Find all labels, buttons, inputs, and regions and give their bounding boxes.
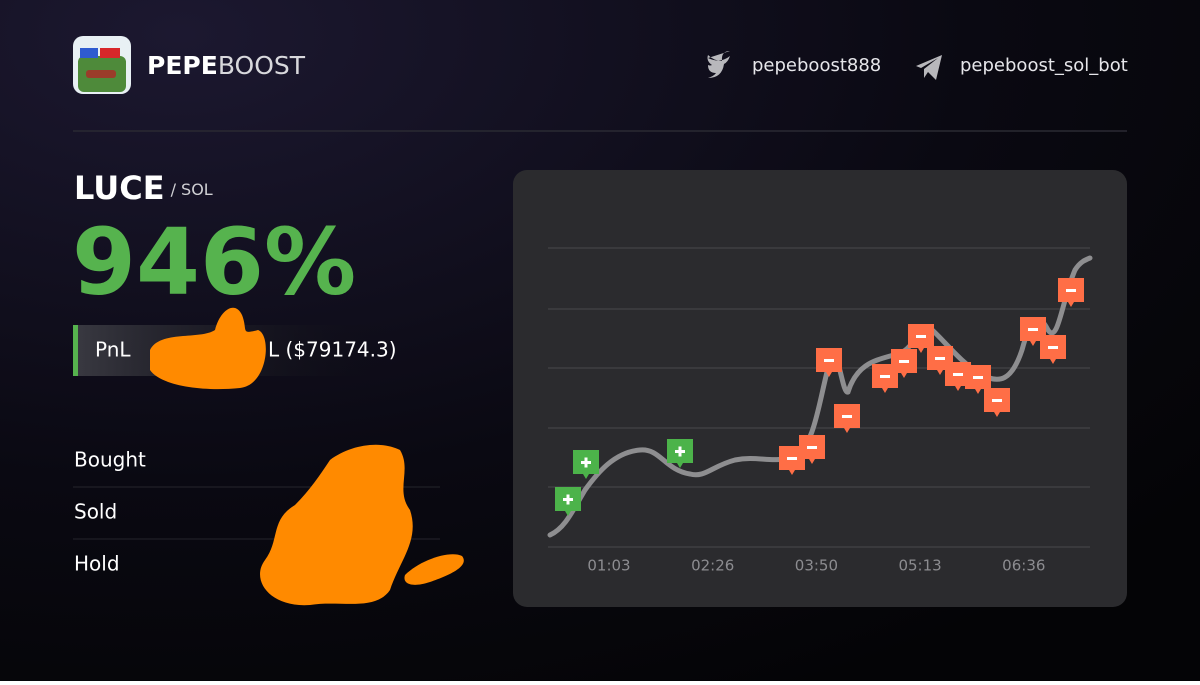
sell-marker <box>965 365 991 394</box>
brand: PEPEBOOST <box>147 51 306 80</box>
chart-panel <box>513 170 1127 607</box>
sell-marker <box>1058 278 1084 307</box>
x-tick-label: 02:26 <box>691 557 734 575</box>
twitter-handle[interactable]: pepeboost888 <box>752 55 881 76</box>
buy-marker <box>667 439 693 468</box>
marker-sign <box>899 360 909 363</box>
marker-sign <box>1048 346 1058 349</box>
marker-box <box>1020 317 1046 346</box>
marker-sign <box>916 335 926 338</box>
trade-markers <box>555 278 1084 516</box>
sell-marker <box>1020 317 1046 346</box>
sell-marker <box>834 404 860 433</box>
marker-sign <box>880 375 890 378</box>
marker-sign <box>842 415 852 418</box>
pnl-percent: 946% <box>72 208 356 315</box>
marker-sign <box>678 446 682 457</box>
x-axis: 01:03 02:26 03:50 05:13 06:36 <box>587 557 1045 575</box>
sell-marker <box>779 446 805 475</box>
marker-sign <box>935 357 945 360</box>
marker-box <box>1040 335 1066 364</box>
twitter-icon <box>707 51 730 78</box>
telegram-handle[interactable]: pepeboost_sol_bot <box>960 55 1128 76</box>
marker-box <box>1058 278 1084 307</box>
sell-marker <box>945 362 971 391</box>
sell-marker <box>908 324 934 353</box>
marker-box <box>816 348 842 377</box>
sell-marker <box>984 388 1010 417</box>
marker-sign <box>807 446 817 449</box>
sell-marker <box>891 349 917 378</box>
marker-box <box>945 362 971 391</box>
marker-sign <box>1028 328 1038 331</box>
sell-marker <box>799 435 825 464</box>
marker-box <box>799 435 825 464</box>
marker-sign <box>824 359 834 362</box>
marker-box <box>984 388 1010 417</box>
marker-sign <box>566 494 570 505</box>
pnl-label: PnL <box>95 338 131 362</box>
stat-label: Sold <box>74 500 117 524</box>
buy-marker <box>555 487 581 516</box>
stat-label: Bought <box>74 448 146 472</box>
marker-sign <box>992 399 1002 402</box>
pnl-value: L ($79174.3) <box>268 338 397 362</box>
pair: LUCE / SOL <box>74 169 213 207</box>
x-tick-label: 01:03 <box>587 557 630 575</box>
marker-box <box>965 365 991 394</box>
stats: Bought Sold Hold <box>73 448 440 576</box>
marker-sign <box>973 376 983 379</box>
marker-sign <box>787 457 797 460</box>
logo <box>73 36 131 94</box>
telegram-icon <box>916 55 942 80</box>
marker-box <box>779 446 805 475</box>
x-tick-label: 05:13 <box>898 557 941 575</box>
x-tick-label: 03:50 <box>795 557 838 575</box>
stat-label: Hold <box>74 552 120 576</box>
marker-sign <box>1066 289 1076 292</box>
marker-box <box>908 324 934 353</box>
buy-marker <box>573 450 599 479</box>
marker-sign <box>953 373 963 376</box>
x-tick-label: 06:36 <box>1002 557 1045 575</box>
marker-box <box>891 349 917 378</box>
sell-marker <box>1040 335 1066 364</box>
sell-marker <box>816 348 842 377</box>
marker-sign <box>584 457 588 468</box>
pnl-accent <box>73 325 78 376</box>
marker-box <box>834 404 860 433</box>
redaction <box>150 307 464 606</box>
